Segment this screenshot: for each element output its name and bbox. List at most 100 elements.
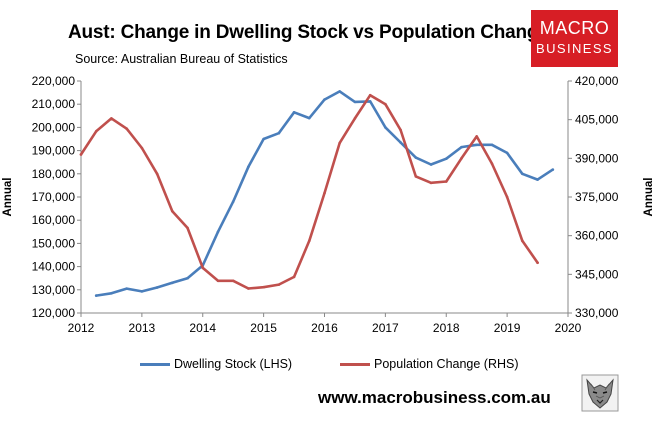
dwelling-stock-point <box>505 151 509 155</box>
dwelling-stock-point <box>292 111 296 114</box>
dwelling-stock-point <box>460 145 463 149</box>
dwelling-stock-point <box>368 100 372 103</box>
dwelling-stock-point <box>475 143 478 147</box>
x-tick-label: 2015 <box>250 321 277 335</box>
dwelling-stock-point <box>231 200 235 203</box>
dwelling-stock-point <box>247 165 250 169</box>
dwelling-stock-point <box>323 98 326 101</box>
y-right-tick-label: 375,000 <box>575 190 619 204</box>
dwelling-stock-point <box>171 281 174 285</box>
population-change-point <box>429 181 433 185</box>
y-left-tick-label: 150,000 <box>32 236 76 250</box>
y-left-tick-label: 190,000 <box>32 144 76 158</box>
dwelling-stock-point <box>444 157 448 161</box>
dwelling-stock-point <box>429 163 433 166</box>
legend-label-population: Population Change (RHS) <box>374 357 519 371</box>
population-change-point <box>216 279 220 283</box>
dwelling-stock-point <box>216 230 220 234</box>
y-right-tick-label: 405,000 <box>575 113 619 127</box>
dwelling-stock-point <box>399 141 402 144</box>
y-left-tick-label: 180,000 <box>32 167 76 181</box>
chart-legend: Dwelling Stock (LHS) Population Change (… <box>0 357 660 377</box>
y-right-axis-title: Annual <box>643 178 655 217</box>
y-left-tick-label: 120,000 <box>32 306 76 320</box>
x-tick-label: 2013 <box>129 321 156 335</box>
y-right-tick-label: 330,000 <box>575 306 619 320</box>
population-change-point <box>460 157 463 160</box>
dwelling-stock-point <box>551 168 555 171</box>
population-change-point <box>414 175 418 178</box>
y-left-axis-title: Annual <box>2 178 14 217</box>
x-tick-label: 2018 <box>433 321 460 335</box>
y-left-tick-label: 210,000 <box>32 97 76 111</box>
population-change-point <box>490 162 494 165</box>
population-change-point <box>262 285 265 289</box>
population-change-point <box>368 93 372 97</box>
legend-label-dwelling: Dwelling Stock (LHS) <box>174 357 293 371</box>
legend-swatch-population <box>340 362 370 366</box>
population-change-line <box>79 93 539 290</box>
y-left-tick-label: 200,000 <box>32 120 76 134</box>
y-right-tick-label: 390,000 <box>575 151 619 165</box>
dwelling-stock-point <box>521 172 524 176</box>
logo-line-1: MACRO <box>539 18 610 38</box>
population-change-point <box>323 191 326 195</box>
population-change-point <box>79 153 83 156</box>
population-change-point <box>201 266 205 270</box>
population-change-point <box>399 128 402 132</box>
dwelling-stock-point <box>186 276 189 280</box>
y-right-tick-label: 360,000 <box>575 229 619 243</box>
legend-item-dwelling: Dwelling Stock (LHS) <box>140 357 292 371</box>
dwelling-stock-point <box>155 286 159 289</box>
wolf-icon <box>581 374 619 412</box>
legend-swatch-dwelling <box>140 362 170 366</box>
population-change-point <box>247 287 250 290</box>
y-left-tick-label: 220,000 <box>32 74 76 88</box>
chart-series <box>79 90 555 297</box>
population-change-point <box>536 261 539 265</box>
population-change-point <box>338 141 342 145</box>
dwelling-stock-point <box>536 178 539 181</box>
dwelling-stock-point <box>94 294 98 297</box>
x-tick-label: 2016 <box>311 321 338 335</box>
dwelling-stock-point <box>262 137 265 141</box>
population-change-point <box>307 239 311 243</box>
x-tick-label: 2017 <box>372 321 399 335</box>
chart-ticks: 120,000 130,000 140,000 150,000 160,000 170,0… <box>2 74 655 335</box>
dwelling-stock-point <box>125 287 128 290</box>
dwelling-stock-point <box>110 291 113 295</box>
dwelling-stock-point <box>414 156 418 159</box>
y-left-tick-label: 170,000 <box>32 190 76 204</box>
population-change-point <box>171 209 174 213</box>
population-change-point <box>521 239 524 243</box>
x-tick-label: 2014 <box>189 321 216 335</box>
y-left-tick-label: 160,000 <box>32 213 76 227</box>
dwelling-stock-point <box>277 131 281 135</box>
population-change-point <box>186 226 189 230</box>
population-change-point <box>384 102 387 106</box>
legend-item-population: Population Change (RHS) <box>340 357 519 371</box>
population-change-point <box>277 283 281 286</box>
population-change-point <box>505 195 509 199</box>
x-tick-label: 2012 <box>68 321 95 335</box>
dwelling-stock-point <box>384 126 387 129</box>
y-right-tick-label: 420,000 <box>575 74 619 88</box>
dwelling-stock-point <box>307 116 311 120</box>
x-tick-label: 2020 <box>555 321 582 335</box>
population-change-point <box>353 117 357 120</box>
chart-title: Aust: Change in Dwelling Stock vs Popula… <box>68 22 549 43</box>
site-url: www.macrobusiness.com.au <box>318 388 551 407</box>
x-tick-label: 2019 <box>494 321 521 335</box>
population-change-point <box>110 117 113 120</box>
population-change-point <box>125 127 128 130</box>
population-change-point <box>444 180 448 183</box>
y-left-tick-label: 130,000 <box>32 283 76 297</box>
population-change-point <box>292 275 296 279</box>
dwelling-stock-point <box>338 90 342 93</box>
chart-source: Source: Australian Bureau of Statistics <box>75 52 288 66</box>
population-change-point <box>475 135 478 138</box>
population-change-point <box>155 172 159 176</box>
y-right-tick-label: 345,000 <box>575 267 619 281</box>
y-left-tick-label: 140,000 <box>32 260 76 274</box>
